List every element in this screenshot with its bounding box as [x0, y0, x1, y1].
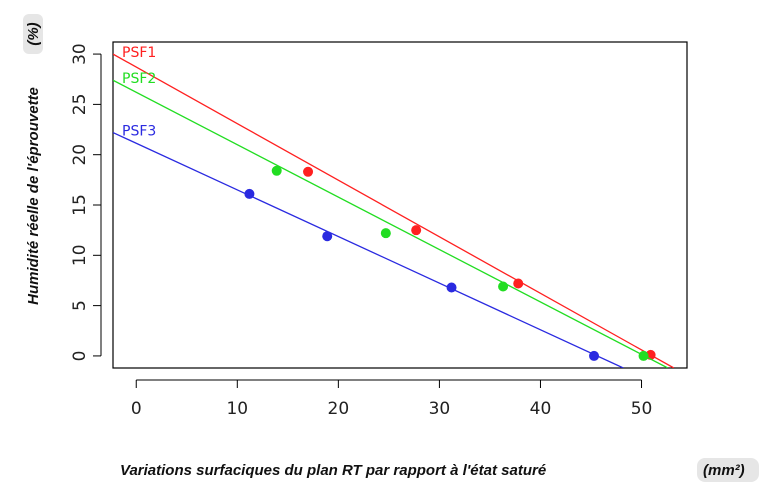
x-tick-label: 50	[631, 399, 653, 419]
x-tick-label: 30	[429, 399, 451, 419]
y-axis-unit: (%)	[25, 22, 42, 45]
data-point-psf3	[589, 350, 600, 361]
x-tick-label: 10	[226, 399, 248, 419]
y-axis-unit-group: (%)	[23, 14, 43, 54]
x-tick-label: 40	[530, 399, 552, 419]
plot-frame	[112, 41, 688, 369]
fit-line-psf2	[113, 79, 669, 368]
data-point-psf1	[303, 166, 314, 177]
x-tick-label: 20	[328, 399, 350, 419]
y-tick-label: 25	[70, 94, 90, 116]
data-point-psf3	[446, 282, 457, 293]
data-point-psf2	[638, 350, 649, 361]
data-point-psf1	[513, 278, 524, 289]
y-tick-label: 15	[70, 194, 90, 216]
data-point-psf2	[380, 228, 391, 239]
data-point-psf3	[244, 188, 255, 199]
data-point-psf2	[498, 281, 509, 292]
y-axis-title: Humidité réelle de l'éprouvette	[25, 87, 42, 305]
y-tick-label: 10	[70, 244, 90, 266]
x-axis-title: Variations surfaciques du plan RT par ra…	[120, 462, 546, 479]
x-tick-label: 0	[131, 399, 142, 419]
series-label-psf2: PSF2	[122, 71, 156, 87]
y-tick-label: 0	[70, 351, 90, 362]
x-axis-unit: (mm²)	[703, 462, 745, 479]
fit-line-psf1	[113, 53, 675, 368]
y-tick-label: 5	[70, 300, 90, 311]
data-point-psf1	[411, 225, 422, 236]
x-axis-unit-badge	[697, 458, 759, 482]
data-point-psf2	[271, 165, 282, 176]
fit-line-psf3	[113, 131, 624, 368]
series-label-psf3: PSF3	[122, 124, 156, 140]
y-axis-title-group: Humidité réelle de l'éprouvette	[25, 87, 42, 305]
y-axis-unit-badge	[23, 14, 43, 54]
data-point-psf3	[322, 231, 333, 242]
y-tick-label: 20	[70, 144, 90, 166]
plot-area: 0 10 20 30 40 50 0 5 10 15 20 25 30 PSF1 PSF2 PSF3	[70, 41, 688, 419]
series-label-psf1: PSF1	[122, 45, 156, 61]
y-tick-label: 30	[70, 43, 90, 65]
